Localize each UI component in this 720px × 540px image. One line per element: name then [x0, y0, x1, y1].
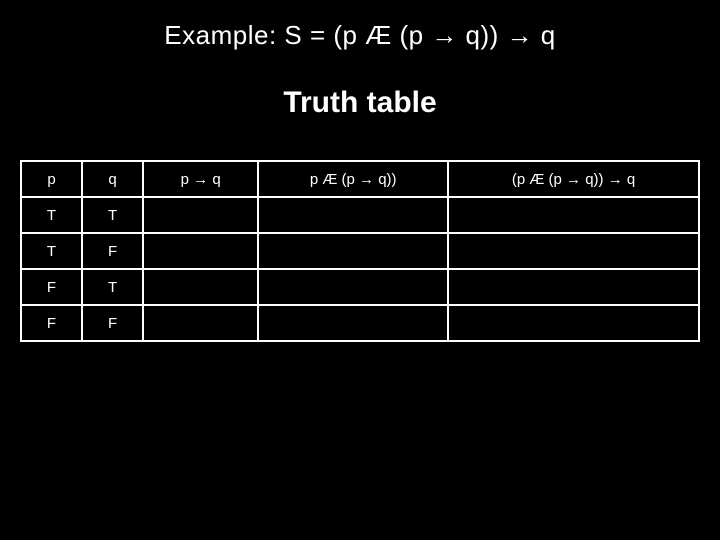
truth-table-container: p q p → q p Æ (p → q)) (p Æ (p → q)) → q… — [20, 160, 700, 342]
slide-title: Example: S = (p Æ (p → q)) → q — [0, 20, 720, 51]
truth-table: p q p → q p Æ (p → q)) (p Æ (p → q)) → q… — [20, 160, 700, 342]
cell — [258, 197, 448, 233]
table-row: T F — [21, 233, 699, 269]
cell — [448, 233, 699, 269]
cell — [143, 305, 258, 341]
col-header-impl: p → q — [143, 161, 258, 197]
cell — [143, 197, 258, 233]
cell — [143, 269, 258, 305]
cell: T — [21, 197, 82, 233]
cell — [448, 305, 699, 341]
col-header-p: p — [21, 161, 82, 197]
table-row: F F — [21, 305, 699, 341]
col-header-final: (p Æ (p → q)) → q — [448, 161, 699, 197]
cell: F — [21, 269, 82, 305]
slide: Example: S = (p Æ (p → q)) → q Truth tab… — [0, 0, 720, 540]
cell: F — [82, 305, 143, 341]
cell: T — [21, 233, 82, 269]
cell — [448, 197, 699, 233]
col-header-conj: p Æ (p → q)) — [258, 161, 448, 197]
cell: F — [21, 305, 82, 341]
slide-subtitle: Truth table — [0, 86, 720, 120]
cell — [258, 233, 448, 269]
table-row: F T — [21, 269, 699, 305]
cell: T — [82, 197, 143, 233]
table-row: T T — [21, 197, 699, 233]
cell — [258, 305, 448, 341]
table-header-row: p q p → q p Æ (p → q)) (p Æ (p → q)) → q — [21, 161, 699, 197]
col-header-q: q — [82, 161, 143, 197]
cell — [448, 269, 699, 305]
cell: F — [82, 233, 143, 269]
cell — [143, 233, 258, 269]
cell: T — [82, 269, 143, 305]
cell — [258, 269, 448, 305]
